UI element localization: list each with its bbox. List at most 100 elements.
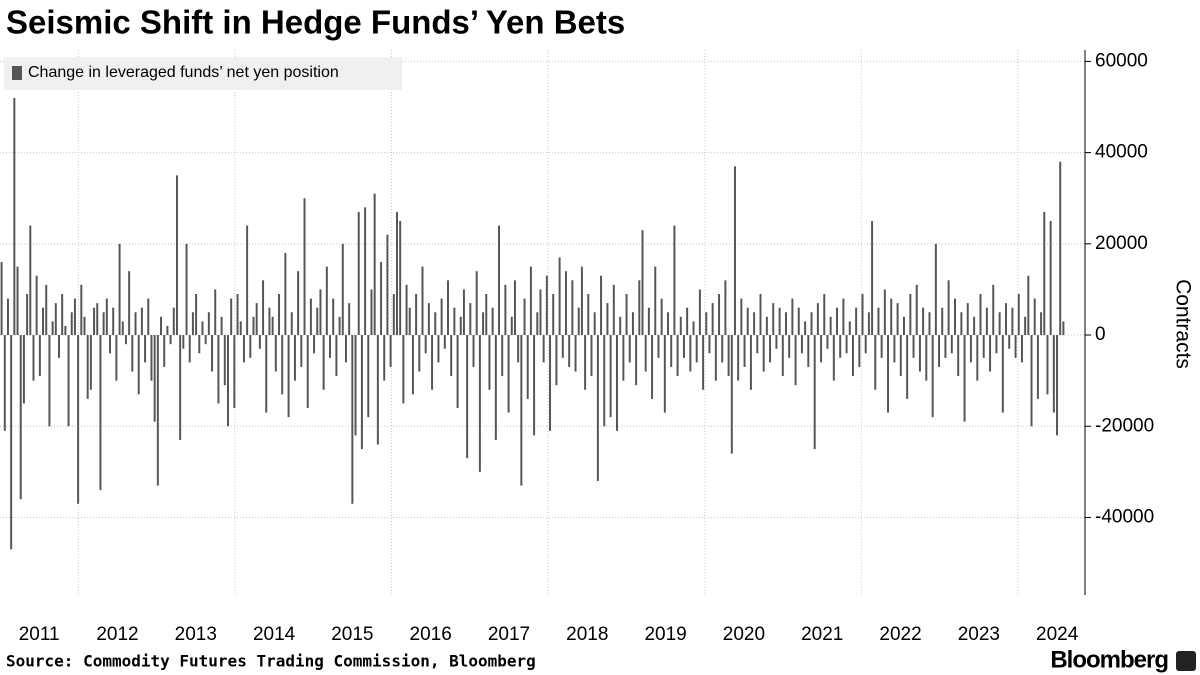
bar — [246, 225, 249, 336]
bar — [711, 303, 714, 336]
bar — [651, 335, 654, 399]
bar — [293, 335, 296, 381]
bar — [112, 307, 115, 336]
x-tick-label: 2012 — [96, 624, 138, 645]
bar — [839, 335, 842, 358]
bar — [682, 335, 685, 358]
bar — [1043, 211, 1046, 336]
bar — [1046, 335, 1049, 395]
bar — [973, 316, 976, 336]
bar — [45, 284, 48, 336]
bar — [370, 289, 373, 336]
bar — [376, 335, 379, 445]
bar — [689, 335, 692, 372]
y-tick-label: 0 — [1095, 324, 1106, 345]
bar — [443, 335, 446, 349]
bar — [820, 335, 823, 363]
bar — [121, 321, 124, 336]
bar — [77, 335, 80, 504]
bar — [909, 293, 912, 336]
x-tick-label: 2023 — [958, 624, 1000, 645]
bar — [140, 307, 143, 336]
x-tick-label: 2011 — [19, 624, 60, 645]
bar — [389, 335, 392, 367]
bar — [395, 211, 398, 336]
x-tick-label: 2019 — [644, 624, 686, 645]
bar — [756, 335, 759, 354]
bar — [105, 298, 108, 336]
bar — [255, 303, 258, 336]
bar — [995, 335, 998, 354]
bar — [947, 280, 950, 336]
bar — [450, 335, 453, 377]
bar — [686, 307, 689, 336]
bar — [631, 312, 634, 336]
bar — [437, 335, 440, 363]
bar — [606, 303, 609, 336]
bar — [679, 316, 682, 336]
bar — [491, 307, 494, 336]
bar — [737, 335, 740, 381]
bar — [896, 303, 899, 336]
bar — [1033, 298, 1036, 336]
bar — [383, 335, 386, 381]
bar — [523, 298, 526, 336]
bar — [188, 335, 191, 363]
bar — [670, 335, 673, 367]
y-tick-label: 20000 — [1095, 233, 1148, 254]
bar — [64, 325, 67, 336]
bar — [472, 335, 475, 367]
bar — [38, 335, 41, 377]
bar — [1052, 335, 1055, 413]
bar — [979, 293, 982, 336]
bar — [262, 280, 265, 336]
bar — [268, 307, 271, 336]
bar — [303, 198, 306, 336]
bar — [402, 335, 405, 404]
bar — [462, 289, 465, 336]
x-tick-label: 2015 — [331, 624, 373, 645]
bar — [797, 307, 800, 336]
bar — [1014, 335, 1017, 358]
bar — [1056, 335, 1059, 436]
bar — [603, 335, 606, 427]
bar — [730, 335, 733, 454]
bar — [191, 312, 194, 336]
bar — [185, 243, 188, 336]
bar — [309, 298, 312, 336]
bar — [590, 335, 593, 377]
bar — [724, 280, 727, 336]
bar — [816, 303, 819, 336]
bar — [781, 335, 784, 377]
x-tick-label: 2021 — [801, 624, 843, 645]
x-tick-label: 2018 — [566, 624, 608, 645]
bar — [893, 335, 896, 363]
bar — [42, 307, 45, 336]
bar — [836, 307, 839, 336]
bar — [887, 335, 890, 413]
bar — [236, 293, 239, 336]
bar — [702, 335, 705, 390]
bar — [954, 298, 956, 336]
bar — [1059, 161, 1062, 336]
bar — [922, 307, 925, 336]
bar — [539, 289, 542, 336]
bar — [313, 335, 316, 354]
bar — [421, 266, 424, 336]
bar — [957, 335, 960, 377]
bar — [753, 312, 756, 336]
bar — [698, 289, 701, 336]
bar — [214, 289, 217, 336]
bar — [278, 293, 280, 336]
bar — [1024, 316, 1027, 336]
bar — [775, 335, 778, 349]
bar — [580, 266, 583, 336]
bar — [54, 303, 57, 336]
bar — [469, 303, 472, 336]
bar — [561, 335, 564, 358]
bar — [109, 335, 111, 354]
legend-label: Change in leveraged funds’ net yen posit… — [28, 64, 339, 81]
bar — [533, 335, 536, 436]
bar — [804, 321, 807, 336]
bar — [851, 335, 854, 377]
